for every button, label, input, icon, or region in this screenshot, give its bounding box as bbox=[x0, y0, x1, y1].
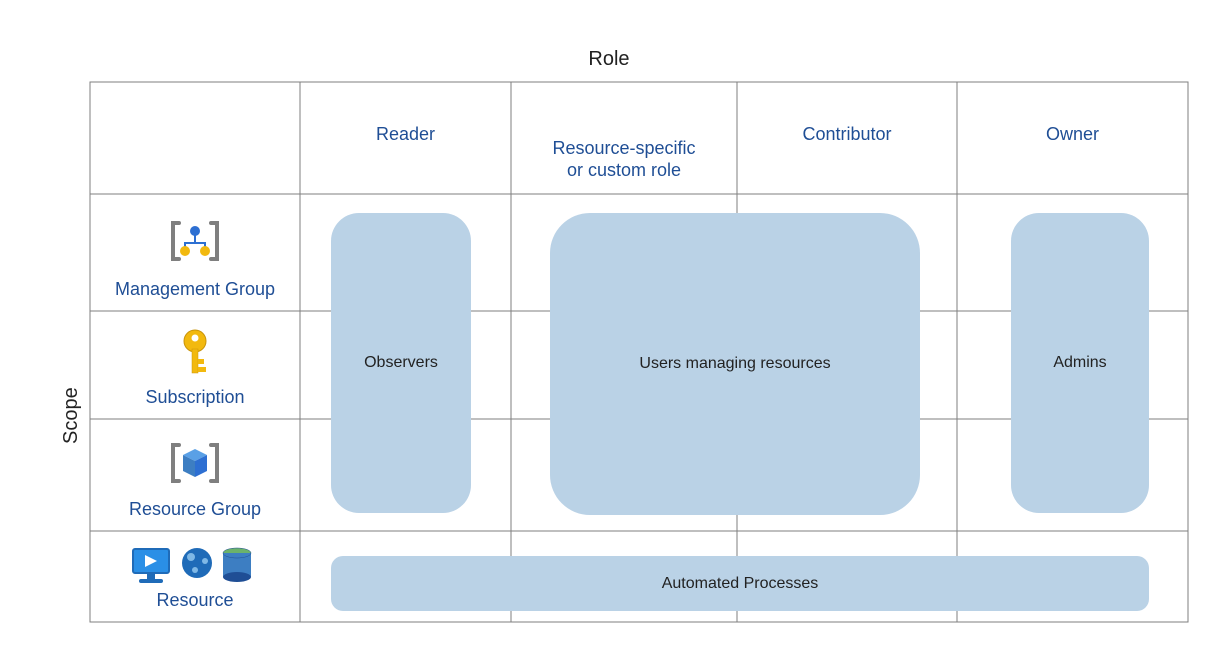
bubble-admins: Admins bbox=[1011, 213, 1149, 513]
diagram-stage: Role Scope Reader Resource-specific or c… bbox=[0, 0, 1218, 663]
scope-label-mgmt-text: Management Group bbox=[115, 279, 275, 299]
col-header-owner-text: Owner bbox=[1046, 124, 1099, 144]
scope-label-sub-text: Subscription bbox=[145, 387, 244, 407]
col-header-reader-text: Reader bbox=[376, 124, 435, 144]
scope-label-res: Resource bbox=[90, 590, 300, 611]
col-header-custom: Resource-specific or custom role bbox=[511, 114, 737, 182]
scope-label-rg-text: Resource Group bbox=[129, 499, 261, 519]
scope-label-rg: Resource Group bbox=[90, 499, 300, 520]
bubble-automated-text: Automated Processes bbox=[662, 575, 819, 593]
bubble-users: Users managing resources bbox=[550, 213, 920, 515]
bubble-admins-text: Admins bbox=[1053, 354, 1106, 372]
key-icon bbox=[90, 321, 300, 385]
scope-label-sub: Subscription bbox=[90, 387, 300, 408]
col-header-contributor-text: Contributor bbox=[802, 124, 891, 144]
resources-icon bbox=[90, 541, 300, 588]
col-header-contributor: Contributor bbox=[737, 124, 957, 145]
mgmt-group-icon bbox=[90, 204, 300, 277]
col-header-custom-text: Resource-specific or custom role bbox=[552, 138, 695, 181]
col-header-reader: Reader bbox=[300, 124, 511, 145]
scope-label-res-text: Resource bbox=[156, 590, 233, 610]
bubble-users-text: Users managing resources bbox=[639, 355, 830, 373]
resource-group-icon bbox=[90, 429, 300, 497]
bubble-observers: Observers bbox=[331, 213, 471, 513]
scope-label-mgmt: Management Group bbox=[90, 279, 300, 300]
bubble-observers-text: Observers bbox=[364, 354, 438, 372]
bubble-automated: Automated Processes bbox=[331, 556, 1149, 611]
col-header-owner: Owner bbox=[957, 124, 1188, 145]
